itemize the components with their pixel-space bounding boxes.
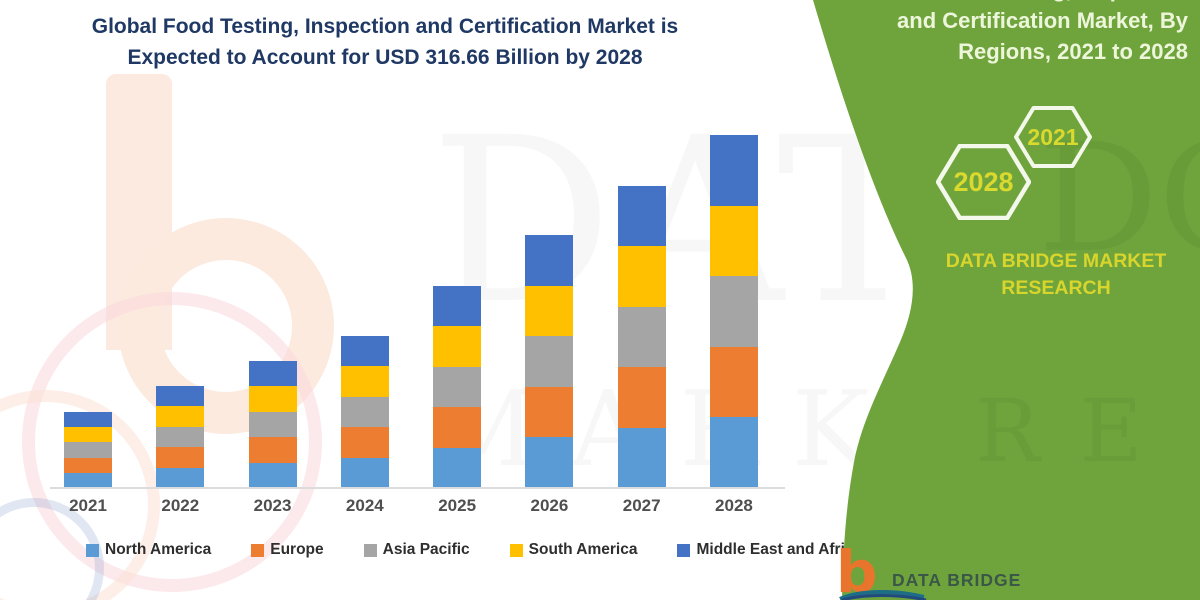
legend-label: South America bbox=[528, 541, 638, 558]
bar-segment-south-america bbox=[64, 427, 112, 443]
bar-segment-north-america bbox=[64, 472, 112, 488]
x-tick-label: 2022 bbox=[161, 496, 200, 515]
bar-segment-middle-east-and-africa bbox=[525, 235, 574, 286]
bar-segment-asia-pacific bbox=[617, 306, 666, 368]
databridge-logo-wordmark: DATA BRIDGE bbox=[892, 570, 1022, 590]
bar-segment-north-america bbox=[525, 437, 574, 488]
bar-segment-europe bbox=[709, 346, 758, 418]
legend-swatch-icon bbox=[363, 543, 377, 557]
bar-segment-middle-east-and-africa bbox=[433, 286, 482, 327]
x-axis-line bbox=[50, 487, 785, 489]
hexagon-year-small: 2021 bbox=[1027, 123, 1079, 150]
bar-segment-north-america bbox=[617, 427, 666, 488]
x-tick-label: 2027 bbox=[622, 496, 661, 515]
bar-segment-north-america bbox=[340, 457, 389, 488]
bar-2028 bbox=[709, 135, 758, 488]
bar-2026 bbox=[525, 235, 574, 488]
watermark-ring-shape bbox=[0, 498, 104, 600]
panel-heading: Global Food Testing, Inspection and Cert… bbox=[855, 0, 1188, 64]
hexagon-year-large: 2028 bbox=[953, 166, 1014, 197]
x-tick-label: 2021 bbox=[69, 496, 107, 515]
legend-label: North America bbox=[105, 541, 212, 558]
x-axis-labels: 2021 2022 2023 2024 2025 2026 2027 2028 bbox=[64, 496, 758, 516]
bar-segment-europe bbox=[617, 367, 666, 428]
legend-item-north-america: North America bbox=[86, 541, 211, 559]
bar-segment-south-america bbox=[433, 326, 482, 367]
bar-segment-europe bbox=[156, 447, 205, 468]
legend-item-europe: Europe bbox=[251, 541, 324, 559]
legend-swatch-icon bbox=[86, 543, 99, 557]
bar-segment-europe bbox=[248, 437, 297, 463]
bar-2022 bbox=[156, 386, 205, 488]
bar-segment-south-america bbox=[340, 366, 389, 397]
x-tick-label: 2024 bbox=[345, 496, 384, 515]
panel-brand-name: DATA BRIDGE MARKET RESEARCH bbox=[945, 250, 1167, 299]
bar-segment-middle-east-and-africa bbox=[248, 361, 297, 387]
bar-segment-south-america bbox=[525, 285, 574, 337]
hexagon-2021-icon bbox=[1014, 106, 1092, 168]
x-tick-label: 2026 bbox=[530, 496, 569, 515]
bar-2025 bbox=[433, 286, 482, 488]
legend-swatch-icon bbox=[251, 543, 265, 557]
legend-label: Europe bbox=[270, 541, 324, 558]
bar-segment-north-america bbox=[248, 462, 297, 488]
bar-segment-north-america bbox=[156, 467, 205, 488]
bar-segment-europe bbox=[340, 427, 389, 458]
bar-2023 bbox=[248, 361, 297, 488]
bar-segment-europe bbox=[525, 386, 574, 438]
bar-segment-south-america bbox=[156, 406, 205, 427]
bars-plot-area bbox=[64, 130, 758, 488]
bar-segment-asia-pacific bbox=[248, 411, 297, 438]
bar-segment-middle-east-and-africa bbox=[709, 135, 758, 206]
chart-title: Global Food Testing, Inspection and Cert… bbox=[91, 15, 679, 69]
bar-segment-north-america bbox=[709, 417, 758, 488]
bar-segment-asia-pacific bbox=[709, 276, 758, 347]
bar-2027 bbox=[617, 186, 666, 488]
bar-segment-europe bbox=[64, 457, 112, 473]
bar-2024 bbox=[340, 336, 389, 488]
bar-segment-middle-east-and-africa bbox=[64, 412, 112, 428]
chart-legend: North America Europe Asia Pacific South Ame… bbox=[86, 541, 862, 559]
bar-segment-north-america bbox=[433, 447, 482, 488]
databridge-logo-swoosh-icon bbox=[839, 590, 927, 600]
bar-segment-middle-east-and-africa bbox=[617, 186, 666, 247]
bar-segment-south-america bbox=[617, 246, 666, 307]
x-tick-label: 2028 bbox=[715, 496, 753, 515]
legend-swatch-icon bbox=[677, 543, 691, 557]
x-tick-label: 2023 bbox=[253, 496, 292, 515]
bar-segment-middle-east-and-africa bbox=[340, 336, 389, 367]
panel-watermark-fragment: RE bbox=[975, 382, 1183, 482]
legend-item-south-america: South America bbox=[509, 541, 638, 559]
x-tick-label: 2025 bbox=[438, 496, 477, 515]
legend-label: Asia Pacific bbox=[382, 541, 470, 558]
legend-label: Middle East and Africa bbox=[696, 541, 863, 558]
bar-segment-south-america bbox=[248, 386, 297, 412]
bar-segment-middle-east-and-africa bbox=[156, 386, 205, 407]
bar-2021 bbox=[64, 412, 112, 488]
bar-segment-asia-pacific bbox=[525, 336, 574, 387]
bar-segment-asia-pacific bbox=[64, 442, 112, 458]
legend-item-asia-pacific: Asia Pacific bbox=[363, 541, 470, 559]
bar-segment-asia-pacific bbox=[433, 366, 482, 408]
bar-segment-asia-pacific bbox=[340, 396, 389, 428]
panel-watermark-fragment: DGE bbox=[1038, 112, 1200, 286]
hexagon-2028-icon bbox=[936, 144, 1031, 220]
legend-item-middle-east-and-africa: Middle East and Africa bbox=[677, 541, 862, 559]
bar-segment-asia-pacific bbox=[156, 426, 205, 448]
bar-segment-south-america bbox=[709, 205, 758, 277]
legend-swatch-icon bbox=[509, 543, 523, 557]
bar-segment-europe bbox=[433, 407, 482, 448]
